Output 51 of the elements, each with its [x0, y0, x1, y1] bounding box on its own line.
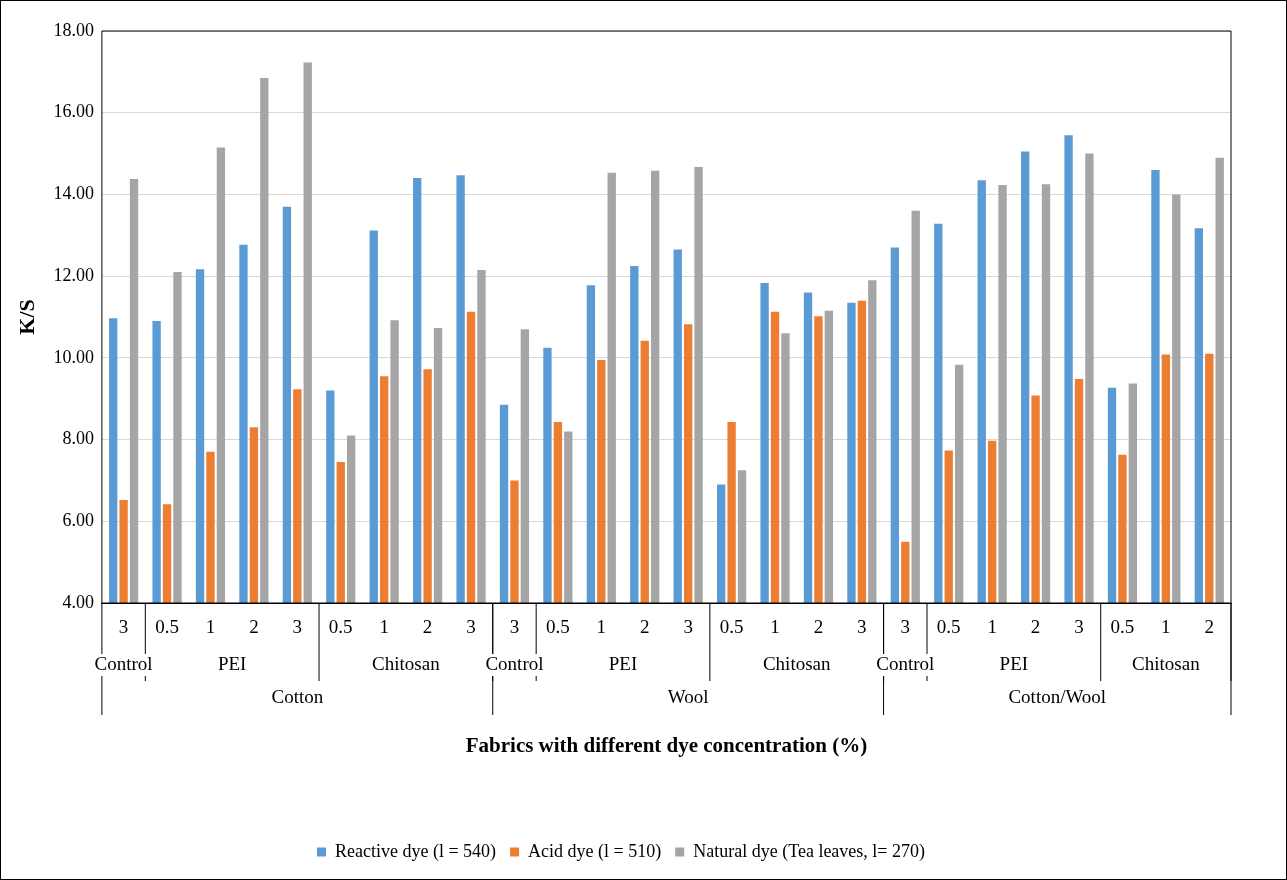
x-tick-label: 3 — [466, 616, 476, 638]
y-tick-label: 18.00 — [53, 19, 94, 40]
x-tick-label: 0.5 — [719, 616, 744, 638]
legend-label: Reactive dye (l = 540) — [335, 840, 497, 862]
text: PEI — [217, 652, 247, 674]
x-tick-label: 1 — [379, 616, 389, 638]
text: Control — [876, 652, 935, 674]
text: PEI — [608, 652, 638, 674]
x-axis-title: Fabrics with different dye concentration (%) — [465, 732, 868, 757]
text: Control — [485, 652, 544, 674]
text: PEI — [999, 652, 1029, 674]
text: Cotton — [271, 685, 324, 707]
legend-label: Acid dye (l = 510) — [528, 840, 662, 862]
x-tick-label: 3 — [1074, 616, 1084, 638]
y-tick-label: 10.00 — [53, 346, 94, 367]
text: Cotton/Wool — [1008, 685, 1107, 707]
x-tick-label: 1 — [1161, 616, 1171, 638]
x-tick-label: 2 — [1204, 616, 1215, 638]
y-tick-label: 16.00 — [53, 101, 94, 122]
text: Chitosan — [1132, 652, 1201, 674]
y-tick-label: 6.00 — [62, 510, 94, 531]
x-tick-label: 2 — [422, 616, 433, 638]
text: Control — [94, 652, 153, 674]
x-tick-label: 2 — [1030, 616, 1041, 638]
x-tick-label: 3 — [509, 616, 520, 638]
x-tick-label: 2 — [639, 616, 650, 638]
x-tick-label: 2 — [813, 616, 824, 638]
x-tick-label: 0.5 — [328, 616, 353, 638]
x-tick-label: 3 — [857, 616, 867, 638]
y-axis-title: K/S — [13, 299, 39, 335]
text: Chitosan — [372, 652, 441, 674]
y-tick-label: 4.00 — [62, 591, 94, 612]
x-tick-label: 1 — [987, 616, 997, 638]
x-tick-label: 3 — [118, 616, 129, 638]
text: Wool — [667, 685, 709, 707]
x-tick-label: 3 — [683, 616, 693, 638]
y-tick-label: 8.00 — [62, 428, 94, 449]
y-tick-label: 14.00 — [53, 183, 94, 204]
x-tick-label: 0.5 — [1110, 616, 1135, 638]
x-tick-label: 0.5 — [546, 616, 570, 638]
x-tick-label: 2 — [249, 616, 259, 638]
text: Chitosan — [762, 652, 832, 674]
x-tick-label: 0.5 — [155, 616, 179, 638]
x-tick-label: 3 — [292, 616, 303, 638]
x-tick-label: 0.5 — [936, 616, 961, 638]
legend-label: Natural dye (Tea leaves, l= 270) — [693, 840, 926, 862]
x-tick-label: 1 — [770, 616, 780, 638]
x-tick-label: 1 — [205, 616, 216, 638]
y-tick-label: 12.00 — [53, 264, 94, 285]
x-tick-label: 1 — [596, 616, 607, 638]
x-tick-label: 3 — [900, 616, 911, 638]
